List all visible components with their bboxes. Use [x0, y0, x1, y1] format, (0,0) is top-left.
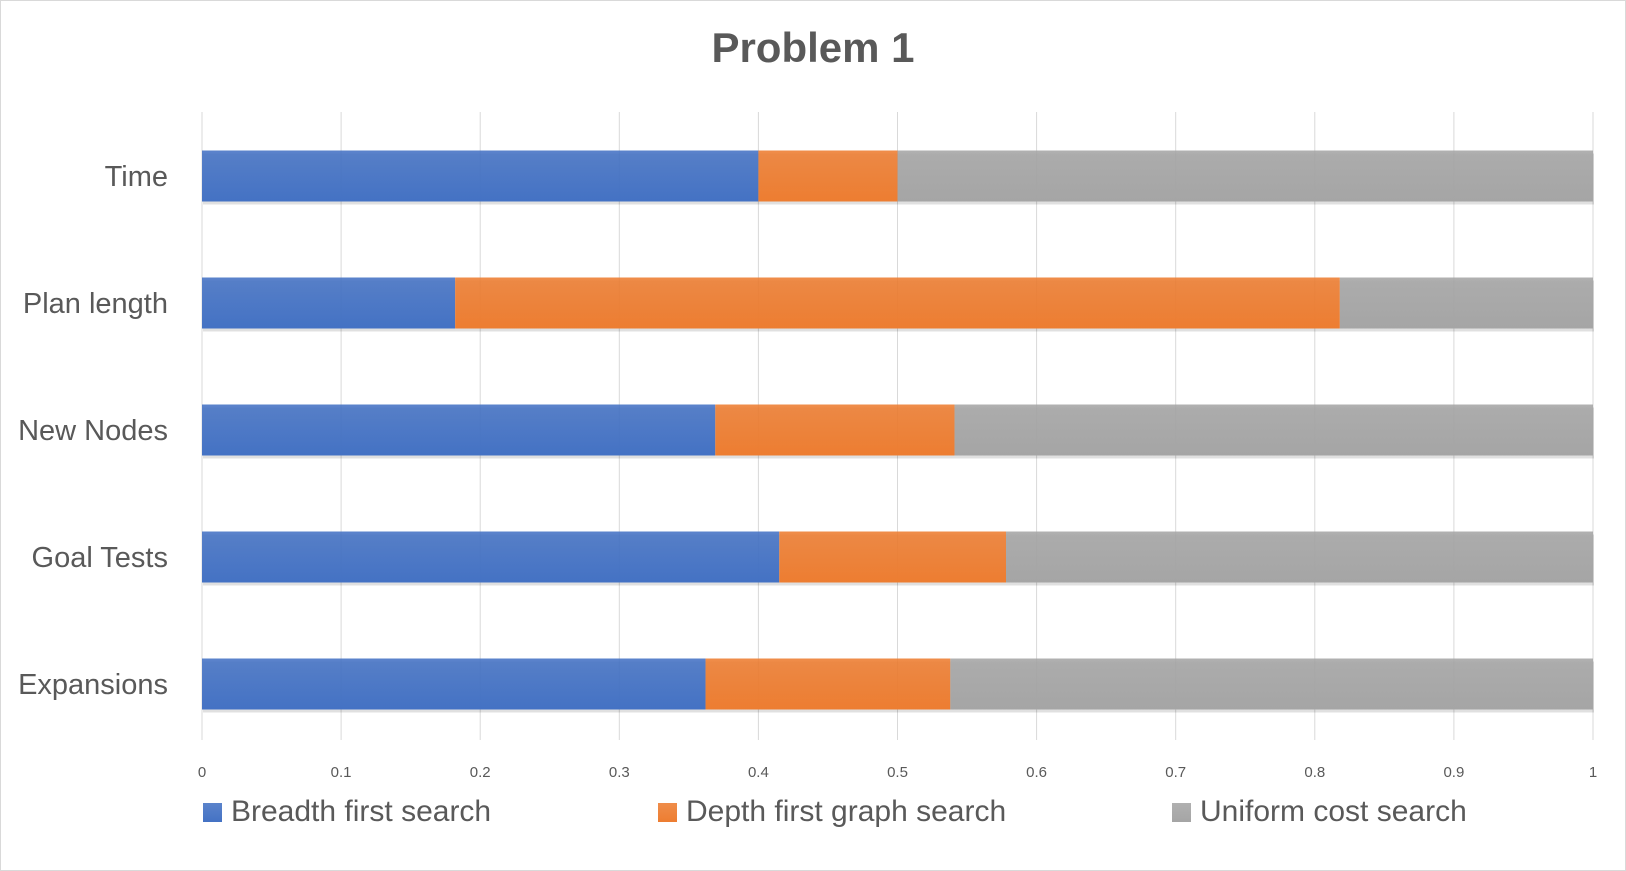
bar-segment: [202, 658, 706, 710]
chart-legend: Breadth first search Depth first graph s…: [0, 795, 1626, 835]
legend-swatch-depth-first: [658, 802, 677, 822]
legend-swatch-breadth-first: [203, 802, 222, 822]
bar-segment: [202, 277, 456, 329]
x-tick-label: 0: [198, 764, 206, 781]
bar-segment: [1339, 277, 1593, 329]
legend-label-uniform-cost: Uniform cost search: [1200, 795, 1467, 828]
legend-item-uniform-cost: Uniform cost search: [1172, 795, 1467, 829]
bar-segment: [897, 150, 1593, 202]
bar-segment: [715, 404, 955, 456]
legend-label-depth-first: Depth first graph search: [686, 795, 1007, 828]
chart-title: Problem 1: [711, 24, 915, 71]
x-tick-label: 0.8: [1304, 764, 1325, 781]
bar-segment: [705, 658, 951, 710]
category-label: Goal Tests: [32, 542, 168, 574]
x-tick-label: 0.4: [748, 764, 769, 781]
x-tick-label: 0.2: [470, 764, 491, 781]
x-tick-label: 0.3: [609, 764, 630, 781]
legend-item-depth-first: Depth first graph search: [658, 795, 1006, 829]
x-tick-label: 1: [1589, 764, 1597, 781]
legend-item-breadth-first: Breadth first search: [203, 795, 491, 829]
legend-label-breadth-first: Breadth first search: [231, 795, 492, 828]
bar-segment: [954, 404, 1593, 456]
x-tick-label: 0.5: [887, 764, 908, 781]
legend-swatch-uniform-cost: [1172, 802, 1191, 822]
x-tick-label: 0.9: [1443, 764, 1464, 781]
bar-segment: [455, 277, 1340, 329]
bar-segment: [758, 150, 898, 202]
category-label: Plan length: [23, 288, 168, 320]
x-tick-label: 0.7: [1165, 764, 1186, 781]
bar-segment: [202, 404, 716, 456]
bar-segment: [950, 658, 1593, 710]
bar-segment: [202, 531, 780, 583]
bar-segment: [1005, 531, 1593, 583]
category-label: New Nodes: [18, 415, 168, 447]
category-label: Time: [105, 161, 168, 193]
bar-segment: [779, 531, 1006, 583]
category-label: Expansions: [18, 669, 168, 701]
bar-segment: [202, 150, 759, 202]
x-tick-label: 0.6: [1026, 764, 1047, 781]
x-tick-label: 0.1: [331, 764, 352, 781]
